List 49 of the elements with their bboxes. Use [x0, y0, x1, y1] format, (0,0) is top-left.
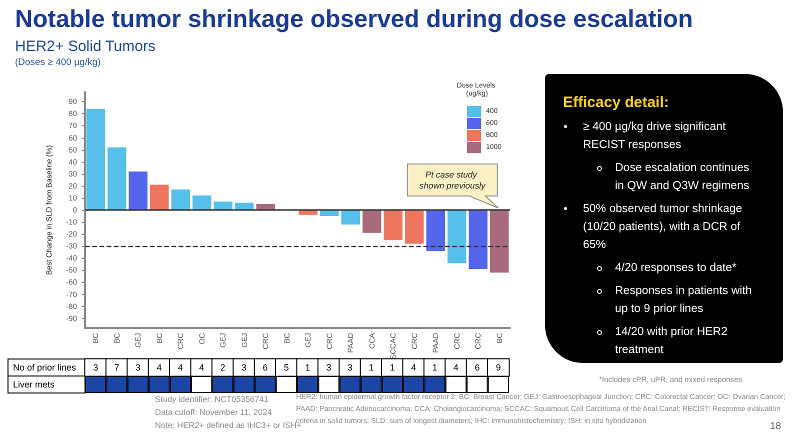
text: (Doses ≥ 400 µg/kg) — [15, 57, 101, 68]
text: 14/20 with prior HER2 treatment — [615, 325, 728, 358]
text: Data cutoff: November 11, 2024 — [155, 407, 272, 417]
bar — [362, 210, 382, 233]
bar — [108, 147, 126, 210]
data-label: 6 — [262, 362, 268, 372]
chart-subtitle: HER2+ Solid Tumors — [15, 38, 156, 55]
bar — [341, 210, 360, 224]
bar — [448, 210, 466, 263]
data-label: 3 — [326, 362, 332, 372]
data-label: 4 — [411, 362, 416, 372]
data-label: 1 — [432, 362, 438, 372]
chart-title: Notable tumor shrinkage observed during dose escalation — [15, 6, 693, 34]
text: 50% observed tumor shrinkage (10/20 patients), with a DCR of 65% — [583, 202, 744, 253]
bar — [384, 210, 402, 240]
data-label: 4 — [199, 362, 204, 372]
bar — [468, 210, 488, 269]
data-label: 4 — [156, 362, 162, 372]
text: 4/20 responses to date* — [615, 261, 738, 276]
data-label: 1 — [305, 362, 310, 372]
bar — [426, 210, 445, 251]
data-label: 1 — [390, 362, 395, 372]
data-label: 4 — [178, 362, 183, 372]
annotation: Study identifier: NCT05356741 — [155, 394, 268, 404]
data-label: 2 — [220, 362, 226, 372]
data-label: 3 — [241, 362, 247, 372]
text: ≥ 400 µg/kg drive significant RECIST responses — [583, 120, 727, 153]
text: Responses in patients with up to 9 prior lines — [615, 284, 753, 317]
bar — [86, 108, 105, 210]
bar — [490, 210, 509, 273]
y-tick-label: No of prior lines — [13, 362, 77, 372]
annotation: Pt case study shown previously — [419, 170, 486, 190]
text: Efficacy detail: — [563, 94, 669, 111]
data-label: 7 — [114, 362, 120, 372]
data-label: 3 — [347, 362, 353, 372]
data-label: 3 — [135, 362, 141, 372]
data-label: 3 — [93, 362, 98, 372]
bar — [405, 210, 424, 244]
data-label: 6 — [474, 362, 480, 372]
data-label: 9 — [496, 362, 501, 372]
bar — [192, 196, 212, 210]
text: Dose escalation continues in QW and Q3W regimens — [615, 161, 750, 194]
bar — [128, 171, 148, 210]
data-label: 5 — [284, 362, 289, 372]
data-label: 4 — [453, 362, 459, 372]
data-label: 1 — [368, 362, 374, 372]
bar — [150, 184, 169, 210]
bar — [171, 190, 190, 210]
y-axis-title: Liver mets — [13, 380, 56, 390]
